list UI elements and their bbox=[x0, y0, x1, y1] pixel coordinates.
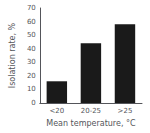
svg-text:10: 10 bbox=[27, 85, 36, 93]
svg-text:70: 70 bbox=[27, 4, 36, 12]
svg-text:30: 30 bbox=[27, 58, 36, 66]
svg-text:<20: <20 bbox=[49, 107, 64, 115]
svg-text:Isolation rate, %: Isolation rate, % bbox=[8, 22, 17, 88]
svg-text:>25: >25 bbox=[118, 107, 133, 115]
svg-text:50: 50 bbox=[27, 31, 36, 39]
svg-text:40: 40 bbox=[27, 45, 36, 53]
svg-text:0: 0 bbox=[31, 99, 35, 107]
svg-text:60: 60 bbox=[27, 18, 36, 26]
svg-text:Mean temperature, °C: Mean temperature, °C bbox=[46, 119, 136, 128]
svg-text:20-25: 20-25 bbox=[81, 107, 101, 115]
svg-text:20: 20 bbox=[27, 72, 36, 80]
